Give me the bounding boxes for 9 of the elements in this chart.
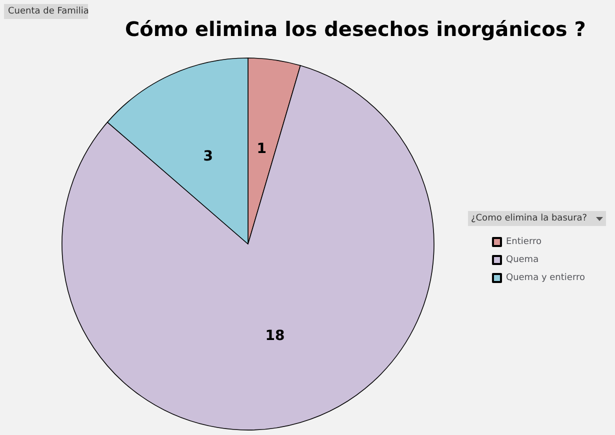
data-label: 1 [256, 140, 267, 157]
legend-title: ¿Como elimina la basura? [471, 214, 588, 224]
chart-title: Cómo elimina los desechos inorgánicos ? [125, 17, 586, 41]
text: Cuenta de Familia [8, 6, 89, 16]
legend-label: Quema y entierro [506, 273, 586, 283]
legend-label: Entierro [506, 237, 542, 247]
data-label: 18 [265, 328, 285, 344]
data-label: 3 [203, 148, 213, 165]
legend-label: Quema [506, 255, 539, 265]
